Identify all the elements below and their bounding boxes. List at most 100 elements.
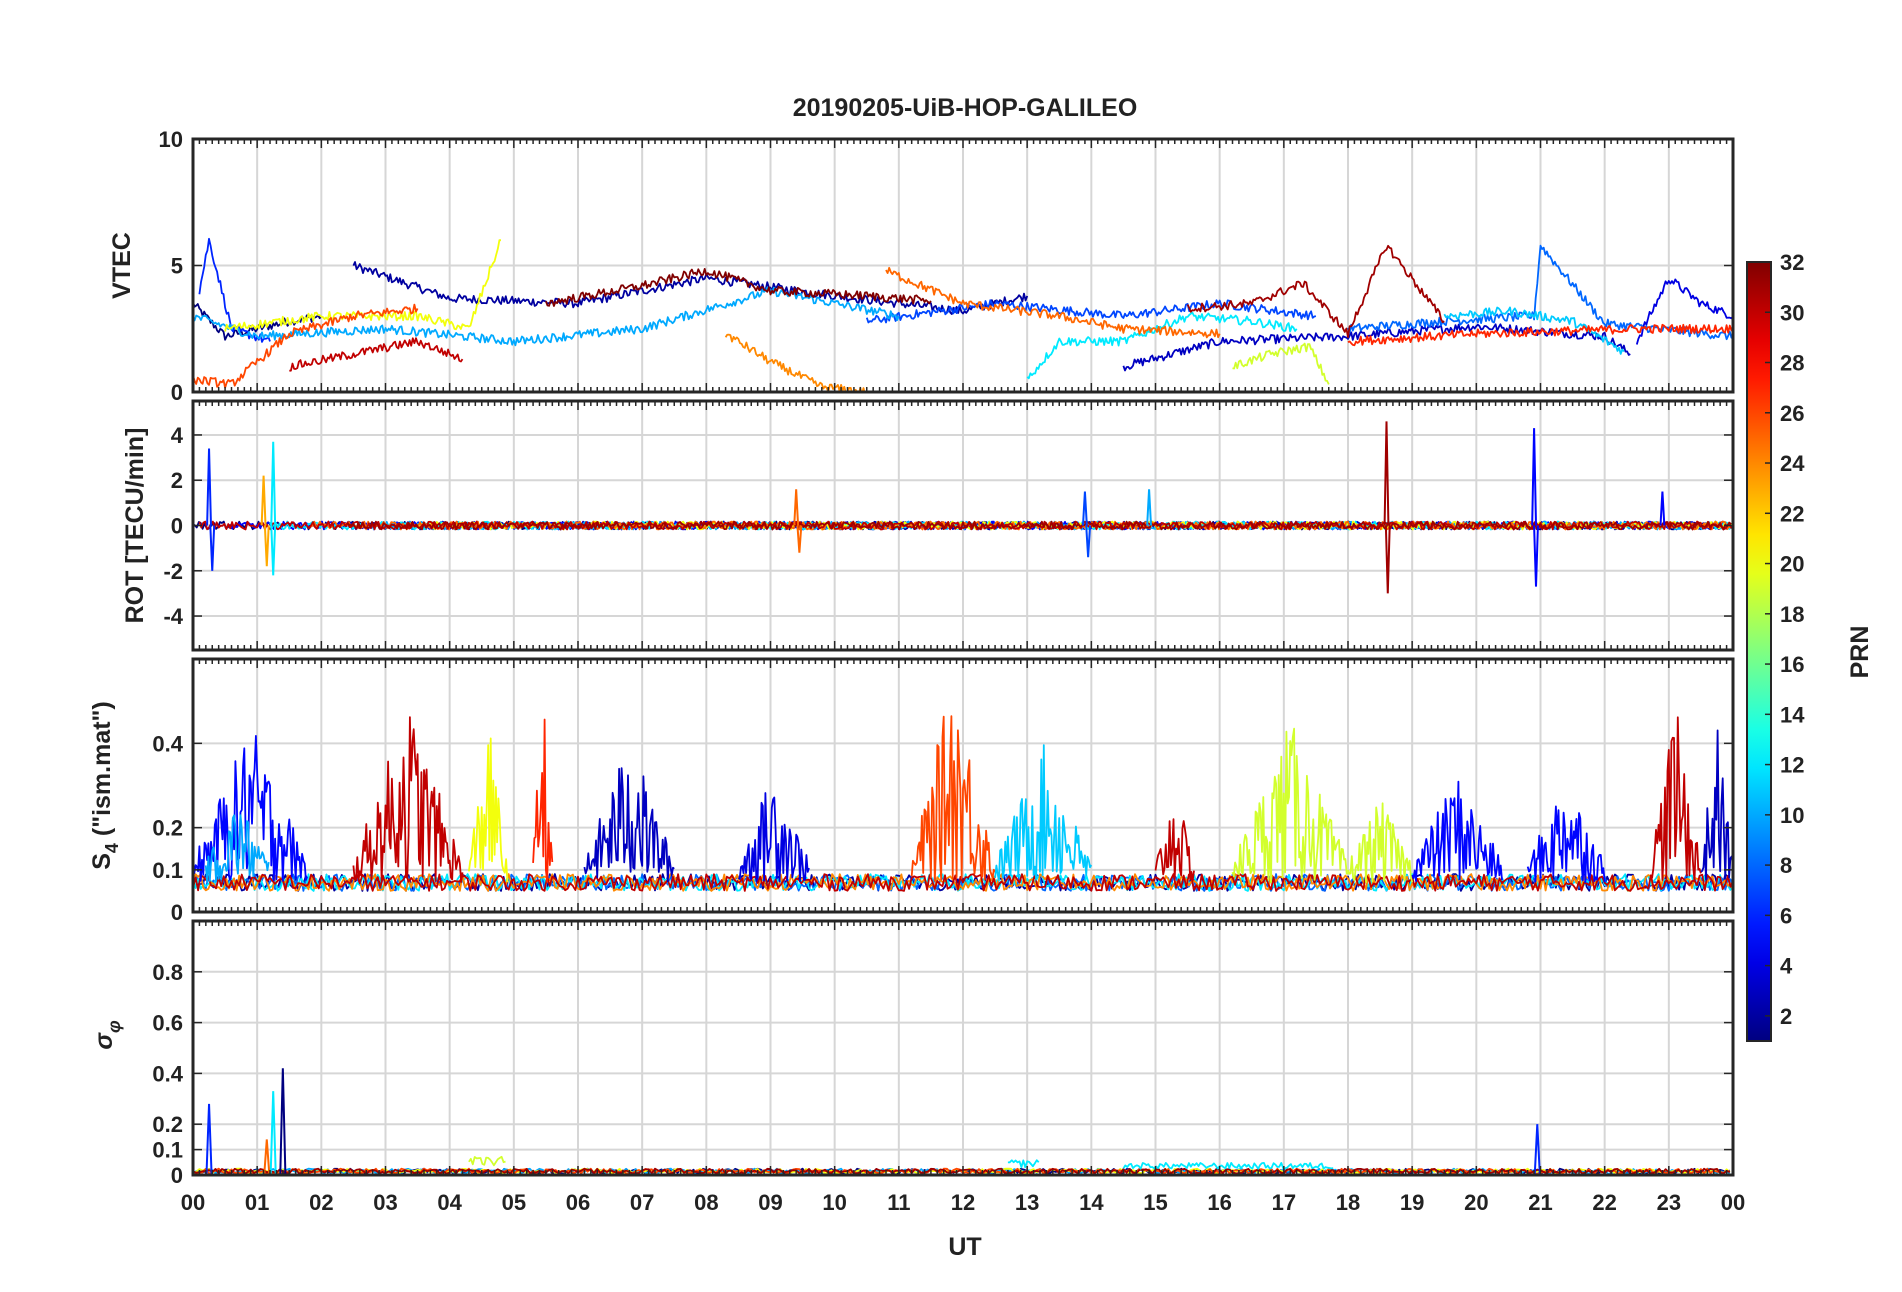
colorbar-tick-label: 18: [1780, 602, 1804, 627]
s4-burst-prn-27: [532, 718, 554, 883]
colorbar-tick-label: 32: [1780, 250, 1804, 275]
x-tick-label: 22: [1592, 1190, 1616, 1215]
colorbar-tick-label: 6: [1780, 903, 1792, 928]
y-tick-label: 0.2: [152, 1112, 183, 1137]
s4-burst-prn-3: [1700, 729, 1733, 881]
rot-spike: [796, 525, 803, 553]
colorbar-scale: [1746, 261, 1772, 1042]
y-tick-label: 0.1: [152, 858, 183, 883]
y-tick-label: 0: [171, 514, 183, 539]
y-tick-label: 0.6: [152, 1011, 183, 1036]
rot-spike: [1384, 525, 1391, 594]
colorbar-tick-label: 10: [1780, 803, 1804, 828]
y-tick-label: 4: [171, 423, 184, 448]
y-tick-label: 0: [171, 380, 183, 405]
s4-burst-prn-30: [352, 716, 464, 883]
y-tick-label: 0.4: [152, 731, 183, 756]
panel-sigma_phi: 00.10.2 0.4 0.6 0.8 σφ: [90, 919, 1735, 1188]
series-s4: [193, 715, 1733, 892]
sigma-elevated-prn-12: [1007, 1159, 1040, 1169]
rot-spike: [209, 525, 216, 571]
x-tick-label: 06: [566, 1190, 590, 1215]
x-tick-label: 23: [1657, 1190, 1681, 1215]
series-line-prn-4: [1635, 278, 1733, 345]
x-tick-label: 19: [1400, 1190, 1424, 1215]
sigma-spike: [205, 1103, 213, 1175]
y-tick-label: 2: [171, 468, 183, 493]
s4-burst-prn-26: [910, 715, 996, 882]
rot-spike: [270, 525, 277, 576]
panel-vtec: 0 5 10 VTEC: [108, 127, 1735, 405]
s4-burst-prn-19: [1231, 727, 1349, 884]
sigma-elevated-prn-12: [1122, 1162, 1334, 1170]
s4-burst-prn-5: [1526, 805, 1606, 884]
y-tick-label: 10: [159, 127, 183, 152]
rot-spike: [1081, 491, 1088, 526]
series-line-prn-1: [193, 301, 323, 341]
chart-title: 20190205-UiB-HOP-GALILEO: [793, 94, 1138, 122]
y-tick-label: 0.4: [152, 1061, 183, 1086]
rot-spike: [263, 525, 270, 567]
grid-sigma_phi: [193, 921, 1733, 1175]
series-line-prn-30: [289, 337, 464, 372]
s4-burst-prn-4: [737, 792, 810, 883]
x-tick-label: 16: [1207, 1190, 1231, 1215]
x-tick-label: 05: [502, 1190, 526, 1215]
x-tick-label: 12: [951, 1190, 975, 1215]
x-tick-label: 21: [1528, 1190, 1552, 1215]
y-tick-label: 5: [171, 254, 183, 279]
s4-burst-prn-30: [1648, 716, 1702, 882]
series-line-prn-8: [1347, 244, 1733, 341]
series-line-prn-2: [352, 261, 1029, 315]
series-line-prn-7: [865, 299, 1317, 324]
x-tick-label: 13: [1015, 1190, 1039, 1215]
rot-spike: [1533, 525, 1539, 587]
colorbar-tick-label: 20: [1780, 552, 1804, 577]
y-axis-label-rot: ROT [TECU/min]: [121, 428, 149, 624]
colorbar-tick-label: 12: [1780, 753, 1804, 778]
panel-s4: 0 0.1 0.2 0.4 S4 ("ism.mat"): [88, 657, 1735, 925]
x-axis-tick-labels: 00 01 02 03 04 05 06 07 08 09 10 11 12 13 14 15 16 17 18 19…: [181, 1190, 1745, 1215]
s4-burst-prn-10: [204, 814, 270, 883]
rot-spike: [260, 475, 267, 526]
panel-rot: -4 -2 0 2 4 ROT [TECU/min]: [121, 399, 1735, 652]
x-tick-label: 07: [630, 1190, 654, 1215]
x-tick-label: 02: [309, 1190, 333, 1215]
x-tick-label: 04: [437, 1190, 462, 1215]
s4-burst-prn-19: [1347, 802, 1414, 884]
series-line-prn-31: [1186, 244, 1445, 339]
y-tick-label: 0: [171, 900, 183, 925]
rot-spike: [1085, 525, 1092, 558]
x-tick-label: 00: [181, 1190, 205, 1215]
x-tick-label: 10: [822, 1190, 846, 1215]
y-tick-label: 0.8: [152, 960, 183, 985]
colorbar-tick-label: 22: [1780, 501, 1804, 526]
x-tick-label: 11: [887, 1190, 910, 1215]
colorbar-tick-label: 2: [1780, 1004, 1792, 1029]
series-line-prn-11: [1443, 306, 1625, 355]
colorbar-tick-label: 14: [1780, 702, 1805, 727]
series-line-prn-19: [1232, 342, 1330, 385]
x-tick-label: 00: [1721, 1190, 1745, 1215]
series-vtec: [193, 237, 1733, 392]
x-tick-label: 14: [1079, 1190, 1104, 1215]
rot-spike: [1659, 491, 1666, 526]
x-axis-label: UT: [948, 1233, 981, 1261]
series-line-prn-25: [885, 266, 1221, 339]
colorbar-tick-label: 30: [1780, 300, 1804, 325]
rot-spike: [1383, 421, 1390, 526]
series-line-prn-3: [1122, 323, 1631, 372]
y-tick-label: 0.1: [152, 1138, 183, 1163]
y-tick-label: 0.2: [152, 816, 183, 841]
series-line-prn-32: [545, 268, 932, 307]
y-tick-label: 0: [171, 1163, 183, 1188]
x-tick-label: 08: [694, 1190, 718, 1215]
y-axis-label-vtec: VTEC: [108, 232, 136, 299]
s4-burst-prn-20: [468, 737, 509, 883]
rot-spike: [793, 489, 800, 526]
colorbar-tick-label: 28: [1780, 351, 1804, 376]
